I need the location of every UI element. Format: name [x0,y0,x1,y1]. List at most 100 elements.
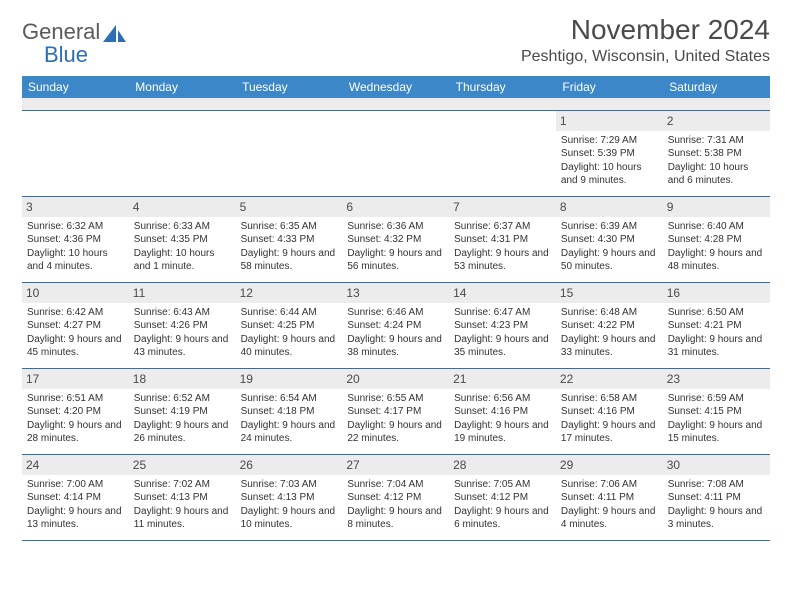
daylight-text: Daylight: 9 hours and 31 minutes. [668,333,765,360]
daylight-text: Daylight: 10 hours and 6 minutes. [668,161,765,188]
day-cell: 3Sunrise: 6:32 AMSunset: 4:36 PMDaylight… [22,196,129,282]
day-number: 21 [449,369,556,389]
day-cell: 28Sunrise: 7:05 AMSunset: 4:12 PMDayligh… [449,454,556,540]
day-cell: 10 Sunrise: 6:42 AMSunset: 4:27 PMDayligh… [22,282,129,368]
location-subtitle: Peshtigo, Wisconsin, United States [521,48,770,66]
calendar-table: SundayMondayTuesdayWednesdayThursdayFrid… [22,76,770,541]
logo-word-2: Blue [22,43,100,66]
sunset-text: Sunset: 4:27 PM [27,319,124,333]
day-number: 7 [449,197,556,217]
sunset-text: Sunset: 4:21 PM [668,319,765,333]
sunrise-text: Sunrise: 6:37 AM [454,220,551,234]
sunset-text: Sunset: 4:31 PM [454,233,551,247]
sunrise-text: Sunrise: 6:42 AM [27,306,124,320]
daylight-text: Daylight: 9 hours and 38 minutes. [347,333,444,360]
day-number: 30 [663,455,770,475]
daylight-text: Daylight: 9 hours and 45 minutes. [27,333,124,360]
day-number: 17 [22,369,129,389]
sunset-text: Sunset: 4:15 PM [668,405,765,419]
sunrise-text: Sunrise: 6:56 AM [454,392,551,406]
day-cell: 26Sunrise: 7:03 AMSunset: 4:13 PMDayligh… [236,454,343,540]
day-header: Sunday [22,76,129,98]
day-header: Wednesday [342,76,449,98]
day-cell: 15Sunrise: 6:48 AMSunset: 4:22 PMDayligh… [556,282,663,368]
day-cell: 17Sunrise: 6:51 AMSunset: 4:20 PMDayligh… [22,368,129,454]
day-cell: 6Sunrise: 6:36 AMSunset: 4:32 PMDaylight… [342,196,449,282]
sunset-text: Sunset: 4:11 PM [561,491,658,505]
sunset-text: Sunset: 4:12 PM [347,491,444,505]
month-title: November 2024 [521,14,770,46]
sunset-text: Sunset: 4:32 PM [347,233,444,247]
sunrise-text: Sunrise: 7:08 AM [668,478,765,492]
day-header: Tuesday [236,76,343,98]
sunset-text: Sunset: 4:20 PM [27,405,124,419]
daylight-text: Daylight: 9 hours and 19 minutes. [454,419,551,446]
daylight-text: Daylight: 9 hours and 43 minutes. [134,333,231,360]
day-cell: 19Sunrise: 6:54 AMSunset: 4:18 PMDayligh… [236,368,343,454]
sunset-text: Sunset: 4:28 PM [668,233,765,247]
day-cell: 27Sunrise: 7:04 AMSunset: 4:12 PMDayligh… [342,454,449,540]
sunset-text: Sunset: 4:12 PM [454,491,551,505]
sunset-text: Sunset: 4:11 PM [668,491,765,505]
sunset-text: Sunset: 4:26 PM [134,319,231,333]
day-cell: 23Sunrise: 6:59 AMSunset: 4:15 PMDayligh… [663,368,770,454]
daylight-text: Daylight: 9 hours and 4 minutes. [561,505,658,532]
sunset-text: Sunset: 4:16 PM [561,405,658,419]
day-number: 8 [556,197,663,217]
sunrise-text: Sunrise: 6:39 AM [561,220,658,234]
sunrise-text: Sunrise: 6:47 AM [454,306,551,320]
day-number: 27 [342,455,449,475]
day-cell: 9Sunrise: 6:40 AMSunset: 4:28 PMDaylight… [663,196,770,282]
sunrise-text: Sunrise: 7:31 AM [668,134,765,148]
logo-text: General Blue [22,20,100,66]
day-cell: 5Sunrise: 6:35 AMSunset: 4:33 PMDaylight… [236,196,343,282]
day-header: Friday [556,76,663,98]
daylight-text: Daylight: 9 hours and 58 minutes. [241,247,338,274]
calendar-week-row: 3Sunrise: 6:32 AMSunset: 4:36 PMDaylight… [22,196,770,282]
sunrise-text: Sunrise: 6:50 AM [668,306,765,320]
sunrise-text: Sunrise: 6:40 AM [668,220,765,234]
daylight-text: Daylight: 9 hours and 40 minutes. [241,333,338,360]
sunset-text: Sunset: 4:16 PM [454,405,551,419]
day-cell: 30 Sunrise: 7:08 AMSunset: 4:11 PMDayligh… [663,454,770,540]
daylight-text: Daylight: 9 hours and 13 minutes. [27,505,124,532]
day-cell: 25Sunrise: 7:02 AMSunset: 4:13 PMDayligh… [129,454,236,540]
day-number: 10 [22,283,129,303]
sunrise-text: Sunrise: 6:46 AM [347,306,444,320]
day-cell: 29Sunrise: 7:06 AMSunset: 4:11 PMDayligh… [556,454,663,540]
day-number: 15 [556,283,663,303]
daylight-text: Daylight: 9 hours and 3 minutes. [668,505,765,532]
day-number: 2 [663,111,770,131]
daylight-text: Daylight: 9 hours and 22 minutes. [347,419,444,446]
day-number: 13 [342,283,449,303]
empty-cell [22,110,129,196]
day-header: Monday [129,76,236,98]
daylight-text: Daylight: 9 hours and 28 minutes. [27,419,124,446]
sunrise-text: Sunrise: 6:44 AM [241,306,338,320]
day-number: 16 [663,283,770,303]
sunrise-text: Sunrise: 6:33 AM [134,220,231,234]
sunrise-text: Sunrise: 6:48 AM [561,306,658,320]
day-cell: 14Sunrise: 6:47 AMSunset: 4:23 PMDayligh… [449,282,556,368]
sunset-text: Sunset: 4:24 PM [347,319,444,333]
sunset-text: Sunset: 4:13 PM [134,491,231,505]
daylight-text: Daylight: 9 hours and 33 minutes. [561,333,658,360]
day-cell: 12Sunrise: 6:44 AMSunset: 4:25 PMDayligh… [236,282,343,368]
calendar-header-row: SundayMondayTuesdayWednesdayThursdayFrid… [22,76,770,98]
empty-cell [236,110,343,196]
day-cell: 16 Sunrise: 6:50 AMSunset: 4:21 PMDayligh… [663,282,770,368]
day-cell: 7Sunrise: 6:37 AMSunset: 4:31 PMDaylight… [449,196,556,282]
day-number: 6 [342,197,449,217]
daylight-text: Daylight: 9 hours and 48 minutes. [668,247,765,274]
daylight-text: Daylight: 9 hours and 26 minutes. [134,419,231,446]
sunrise-text: Sunrise: 7:06 AM [561,478,658,492]
day-cell: 2Sunrise: 7:31 AMSunset: 5:38 PMDaylight… [663,110,770,196]
sunrise-text: Sunrise: 6:35 AM [241,220,338,234]
sunrise-text: Sunrise: 7:29 AM [561,134,658,148]
sunrise-text: Sunrise: 7:05 AM [454,478,551,492]
empty-cell [342,110,449,196]
day-header: Saturday [663,76,770,98]
sunrise-text: Sunrise: 6:43 AM [134,306,231,320]
day-number: 28 [449,455,556,475]
daylight-text: Daylight: 9 hours and 11 minutes. [134,505,231,532]
